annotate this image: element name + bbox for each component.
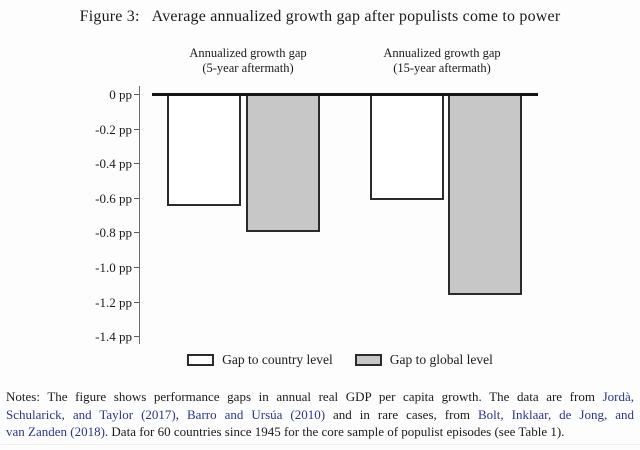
y-tick-mark	[134, 128, 139, 130]
citation-link[interactable]: Barro and Ursúa (2010)	[187, 406, 326, 422]
notes-text: ,	[175, 406, 187, 422]
y-tick-mark	[134, 94, 139, 95]
group-header-15yr-line2: (15-year aftermath)	[393, 61, 491, 75]
y-axis-line	[139, 86, 140, 344]
y-tick-label: -0.6 pp	[95, 190, 132, 206]
y-tick-label: -0.2 pp	[95, 121, 132, 137]
citation-link[interactable]: van Zanden (2018)	[6, 424, 105, 439]
figure-number: Figure 3:	[79, 8, 140, 25]
y-tick-mark	[134, 232, 139, 234]
legend-swatch-country	[187, 354, 215, 366]
notes-text: Notes: The figure shows performance gaps…	[6, 389, 603, 404]
y-tick-mark	[134, 267, 139, 268]
chart-legend: Gap to country level Gap to global level	[139, 352, 541, 368]
group-header-5yr: Annualized growth gap (5-year aftermath)	[158, 46, 338, 76]
y-tick-mark	[134, 163, 139, 165]
y-tick-label: -1.2 pp	[95, 294, 132, 310]
group-header-15yr-line1: Annualized growth gap	[383, 46, 501, 60]
y-tick-label: -0.4 pp	[95, 156, 132, 172]
notes-text: . Data for 60 countries since 1945 for t…	[104, 424, 565, 439]
notes-text: and in rare cases, from	[325, 406, 479, 422]
y-tick-mark	[134, 336, 139, 338]
group-header-15yr: Annualized growth gap (15-year aftermath…	[352, 46, 532, 76]
y-tick-mark	[134, 197, 139, 199]
bar-15yr-country	[370, 94, 444, 200]
y-tick-label: -0.8 pp	[95, 225, 132, 241]
citation-link[interactable]: Bolt, Inklaar, de Jong, and	[478, 406, 635, 422]
y-tick-mark	[134, 301, 139, 303]
group-header-5yr-line2: (5-year aftermath)	[202, 61, 294, 75]
legend-label-global: Gap to global level	[389, 352, 493, 367]
notes-line-1: Notes: The figure shows performance gaps…	[6, 388, 634, 406]
window-bottom-edge	[0, 444, 640, 445]
notes-line-2: Schularick, and Taylor (2017), Barro and…	[6, 406, 634, 424]
bar-5yr-country	[167, 94, 241, 206]
plot-area: 0 pp -0.2 pp -0.4 pp -0.6 pp -0.8 pp -1.0 pp -…	[95, 86, 541, 348]
y-tick-label: 0 pp	[109, 87, 132, 102]
legend-item-country: Gap to country level	[187, 352, 333, 368]
figure-title-text: Average annualized growth gap after popu…	[151, 8, 561, 25]
group-header-5yr-line1: Annualized growth gap	[189, 46, 307, 60]
zero-baseline	[152, 92, 538, 96]
legend-item-global: Gap to global level	[354, 352, 493, 368]
bar-5yr-global	[245, 94, 320, 232]
legend-label-country: Gap to country level	[222, 352, 333, 367]
citation-link[interactable]: Jordà,	[602, 389, 634, 404]
notes-line-3: van Zanden (2018). Data for 60 countries…	[6, 423, 634, 441]
legend-swatch-global	[354, 354, 382, 366]
bar-15yr-global	[448, 94, 522, 295]
citation-link[interactable]: Schularick, and Taylor (2017)	[6, 406, 176, 422]
y-tick-label: -1.0 pp	[95, 260, 132, 275]
figure-notes: Notes: The figure shows performance gaps…	[6, 388, 634, 441]
figure-title: Figure 3: Average annualized growth gap a…	[0, 8, 640, 26]
y-tick-label: -1.4 pp	[95, 329, 132, 345]
